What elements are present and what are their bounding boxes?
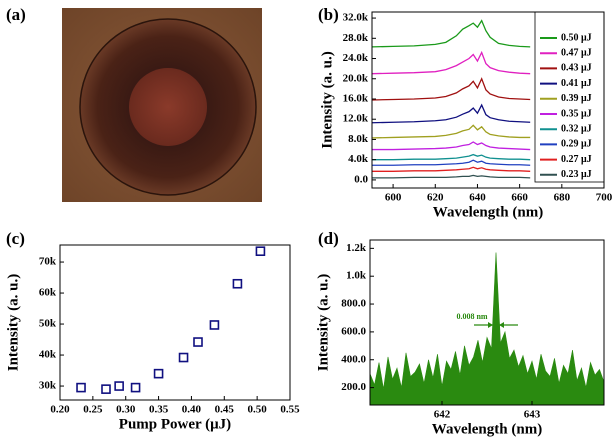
x-tick-label: 643 [524,409,541,421]
data-point [178,352,189,363]
data-point [153,368,164,379]
x-tick-label: 0.45 [215,404,235,416]
x-axis-title: Wavelength (nm) [433,204,543,220]
y-tick-label: 60k [39,287,57,299]
x-tick-label: 0.20 [50,404,70,416]
data-point [130,382,141,393]
x-tick-label: 620 [427,192,444,204]
data-point [114,381,124,391]
y-tick-label: 20.0k [343,72,369,84]
x-tick-label: 700 [596,192,612,204]
x-tick-label: 0.40 [182,404,202,416]
y-tick-label: 200.0 [341,381,366,393]
spectrum-line [372,166,531,172]
disk-center [129,68,207,146]
y-tick-label: 50k [39,318,57,330]
y-tick-label: 800.0 [341,298,366,310]
data-point [76,382,86,393]
legend-label: 0.35 μJ [561,108,592,119]
y-axis-title: Intensity (a. u.) [319,51,335,149]
y-tick-label: 40k [39,349,57,361]
spectrum-line [372,141,531,151]
y-tick-label: 1.0k [346,270,367,282]
plot-frame [59,244,291,401]
y-tick-label: 0.0 [354,173,368,185]
arrow-head [499,322,504,328]
spectrum-area [370,252,604,405]
plot-frame [371,11,605,189]
spectrum-line [372,124,531,139]
data-point [232,278,243,289]
y-tick-label: 12.0k [343,113,369,125]
data-point [209,320,220,330]
arrow-head [488,322,493,328]
x-axis-title: Pump Power (μJ) [119,416,231,432]
panel-label: (d) [318,229,339,248]
y-axis-title: Intensity (a. u.) [315,274,331,372]
legend-label: 0.39 μJ [561,93,592,104]
x-tick-label: 0.55 [280,404,300,416]
spectrum-line [372,103,531,124]
legend-label: 0.41 μJ [561,78,592,89]
y-tick-label: 400.0 [341,353,366,365]
spectrum-line [372,174,531,179]
panel-label: (a) [6,5,26,24]
spectrum-line [372,153,531,161]
y-tick-label: 70k [39,256,57,268]
y-tick-label: 1.2k [346,242,367,254]
y-tick-label: 24.0k [343,52,369,64]
data-point [255,246,266,256]
legend-label: 0.23 μJ [561,169,592,180]
x-tick-label: 660 [511,192,528,204]
legend-label: 0.27 μJ [561,154,592,165]
x-tick-label: 0.35 [149,404,169,416]
legend-label: 0.50 μJ [561,32,592,43]
plot-frame [369,239,605,406]
x-tick-label: 0.50 [248,404,268,416]
spectrum-line [372,50,531,75]
spectrum-line [372,159,531,166]
y-tick-label: 30k [39,380,57,392]
x-axis-title: Wavelength (nm) [432,421,542,437]
y-tick-label: 4.0k [348,153,369,165]
x-tick-label: 642 [434,409,451,421]
annotation: 0.008 nm [456,312,487,321]
y-axis-title: Intensity (a. u.) [5,274,21,372]
panel-label: (c) [6,229,25,248]
y-tick-label: 32.0k [343,12,369,24]
y-tick-label: 28.0k [343,32,369,44]
y-tick-label: 16.0k [343,93,369,105]
legend-box [534,11,605,183]
x-tick-label: 0.25 [83,404,103,416]
panel-label: (b) [318,5,339,24]
x-tick-label: 600 [385,192,402,204]
y-tick-label: 8.0k [348,133,369,145]
legend-label: 0.47 μJ [561,47,592,58]
x-tick-label: 0.30 [116,404,136,416]
legend-label: 0.43 μJ [561,63,592,74]
spectrum-line [372,19,531,48]
y-tick-label: 600.0 [341,325,366,337]
x-tick-label: 680 [554,192,571,204]
x-tick-label: 640 [469,192,486,204]
spectrum-line [372,77,531,101]
microscope-image [62,8,262,202]
legend-label: 0.29 μJ [561,139,592,150]
data-point [101,384,111,394]
legend-label: 0.32 μJ [561,123,592,134]
data-point [193,337,203,347]
